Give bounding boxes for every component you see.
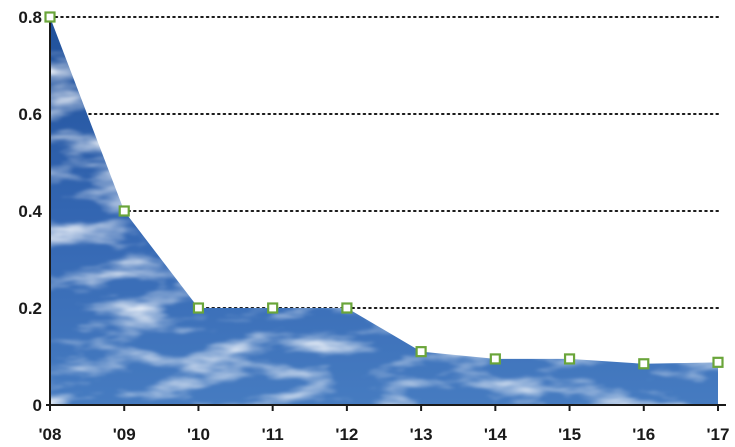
y-tick-label: 0.4 — [18, 202, 42, 221]
x-tick-label: '15 — [558, 425, 581, 444]
y-tick-label: 0 — [33, 396, 42, 415]
x-tick-label: '17 — [707, 425, 730, 444]
data-point-marker — [267, 302, 279, 314]
data-point-marker — [192, 302, 205, 314]
x-tick-label: '09 — [113, 425, 136, 444]
x-tick-label: '08 — [39, 425, 62, 444]
x-tick-label: '16 — [632, 425, 655, 444]
y-tick-labels: 0 0.2 0.4 0.6 0.8 — [18, 8, 42, 415]
x-tick-label: '14 — [484, 425, 507, 444]
data-point-marker — [118, 205, 130, 217]
x-tick-label: '13 — [410, 425, 433, 444]
area-series — [50, 17, 718, 405]
x-tick-label: '10 — [187, 425, 210, 444]
data-point-marker — [489, 353, 501, 365]
x-tick-label: '11 — [262, 425, 284, 444]
data-point-marker — [563, 353, 576, 365]
data-point-marker — [415, 346, 427, 358]
data-point-marker — [712, 356, 724, 368]
axis-layer — [46, 13, 726, 411]
y-tick-label: 0.6 — [18, 105, 42, 124]
data-point-marker — [44, 11, 56, 23]
y-tick-label: 0.2 — [18, 299, 42, 318]
data-point-marker — [638, 358, 650, 370]
x-tick-labels: '08 '09 '10 '11 '12 '13 '14 '15 '16 '17 — [39, 425, 730, 444]
data-point-marker — [341, 302, 353, 314]
area-layer — [50, 17, 718, 405]
x-tick-label: '12 — [335, 425, 358, 444]
y-tick-label: 0.8 — [18, 8, 42, 27]
marker-layer — [44, 11, 724, 370]
